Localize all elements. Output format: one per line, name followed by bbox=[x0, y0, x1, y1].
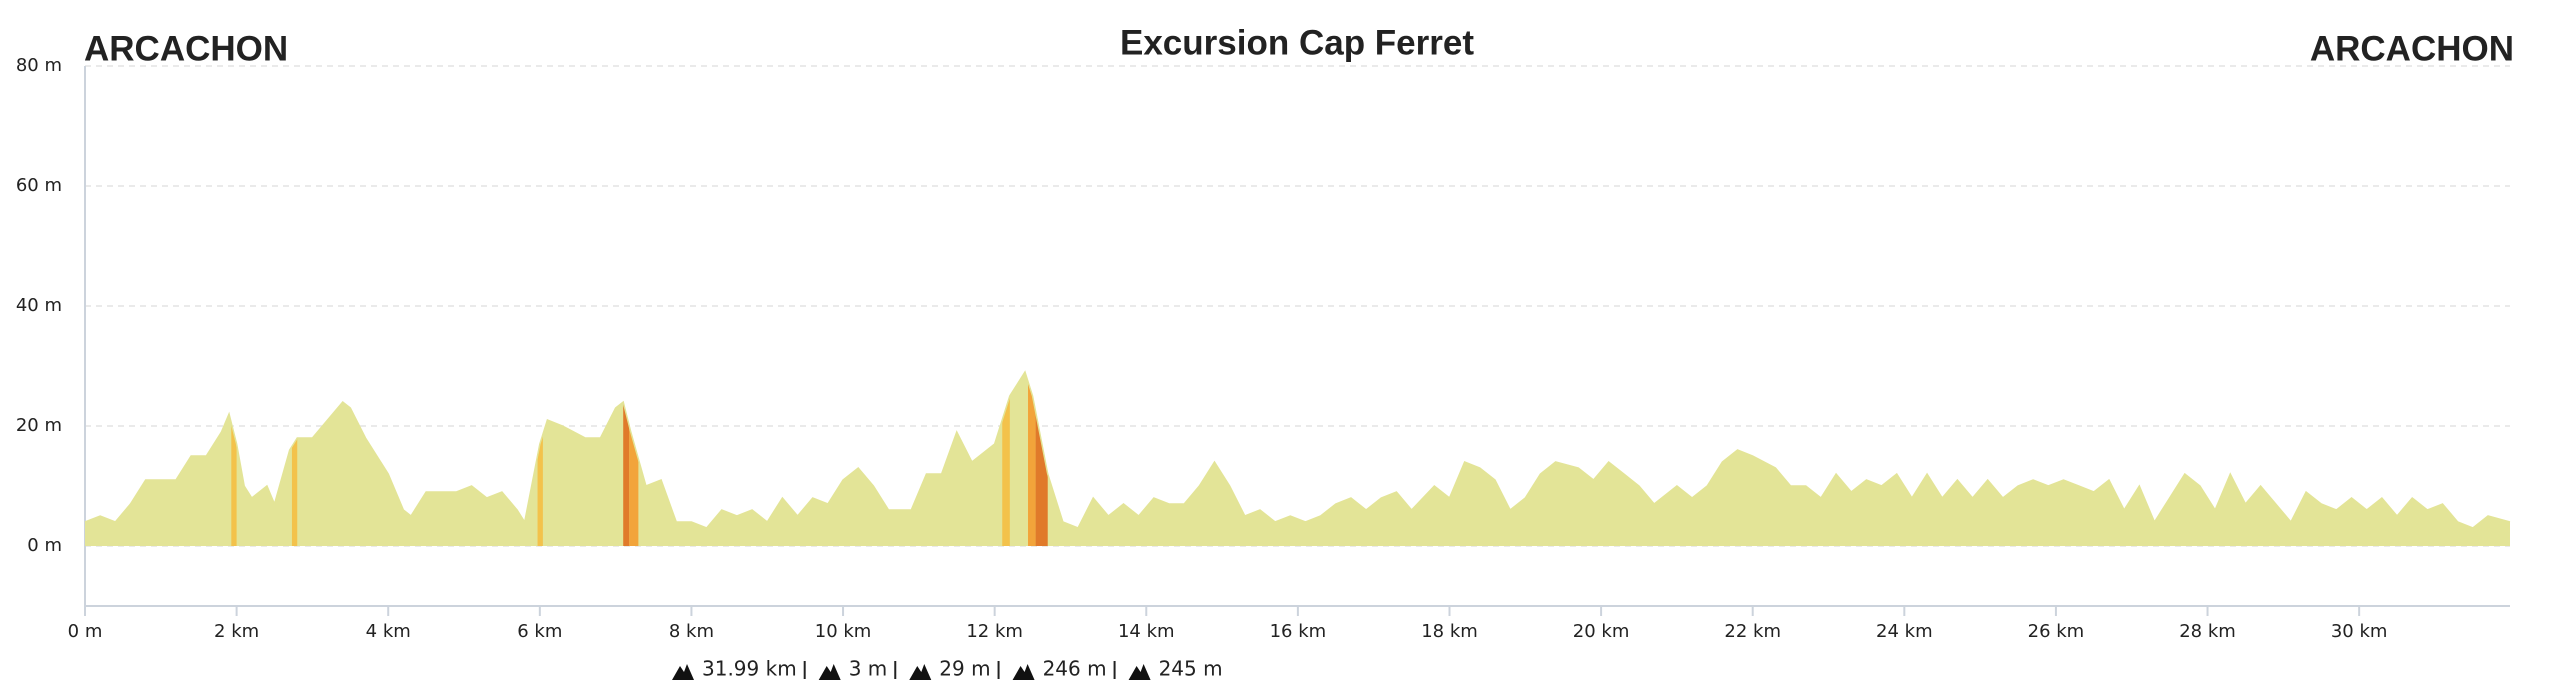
x-tick-label: 18 km bbox=[1421, 621, 1478, 642]
stat-value: 31.99 km bbox=[702, 657, 797, 681]
y-tick-label: 80 m bbox=[16, 55, 62, 76]
steep-segment bbox=[291, 372, 298, 546]
icon-shape bbox=[1012, 664, 1035, 680]
x-tick-label: 30 km bbox=[2331, 621, 2388, 642]
stat-value: 3 m bbox=[849, 657, 888, 681]
x-tick-label: 6 km bbox=[517, 621, 562, 642]
y-tick-label: 20 m bbox=[16, 415, 62, 436]
y-tick-label: 60 m bbox=[16, 175, 62, 196]
stat-icon bbox=[818, 664, 841, 680]
stat-value: 29 m bbox=[939, 657, 990, 681]
x-tick-label: 24 km bbox=[1876, 621, 1933, 642]
steep-segment bbox=[537, 372, 543, 546]
x-tick-label: 20 km bbox=[1573, 621, 1630, 642]
start-label: ARCACHON bbox=[84, 29, 288, 68]
x-tick-label: 16 km bbox=[1270, 621, 1327, 642]
x-tick-label: 28 km bbox=[2179, 621, 2236, 642]
steep-segment bbox=[623, 372, 630, 546]
end-label: ARCACHON bbox=[2310, 29, 2514, 68]
x-tick-label: 26 km bbox=[2028, 621, 2085, 642]
stat-icon bbox=[1012, 664, 1035, 680]
stat-icon bbox=[672, 664, 694, 680]
stat-value: 246 m bbox=[1043, 657, 1107, 681]
steep-segment bbox=[231, 372, 237, 546]
y-tick-label: 40 m bbox=[16, 295, 62, 316]
x-tick-label: 4 km bbox=[366, 621, 411, 642]
x-tick-label: 14 km bbox=[1118, 621, 1175, 642]
icon-shape bbox=[672, 664, 694, 680]
chart-title: Excursion Cap Ferret bbox=[1120, 23, 1474, 62]
x-tick-label: 0 m bbox=[68, 621, 103, 642]
x-tick-label: 10 km bbox=[815, 621, 872, 642]
icon-shape bbox=[909, 664, 932, 680]
icon-shape bbox=[818, 664, 841, 680]
x-tick-label: 8 km bbox=[669, 621, 714, 642]
steep-segment bbox=[1028, 372, 1036, 546]
steep-segment bbox=[1002, 372, 1010, 546]
area-fill bbox=[85, 372, 2510, 546]
x-tick-label: 12 km bbox=[966, 621, 1023, 642]
x-tick-label: 2 km bbox=[214, 621, 259, 642]
stat-icon bbox=[909, 664, 932, 680]
icon-shape bbox=[1128, 664, 1151, 680]
steep-segment bbox=[629, 372, 639, 546]
x-tick-label: 22 km bbox=[1724, 621, 1781, 642]
stat-icon bbox=[1128, 664, 1151, 680]
stat-value: 245 m bbox=[1159, 657, 1223, 681]
y-tick-label: 0 m bbox=[27, 535, 62, 556]
elevation-line bbox=[84, 370, 2511, 529]
